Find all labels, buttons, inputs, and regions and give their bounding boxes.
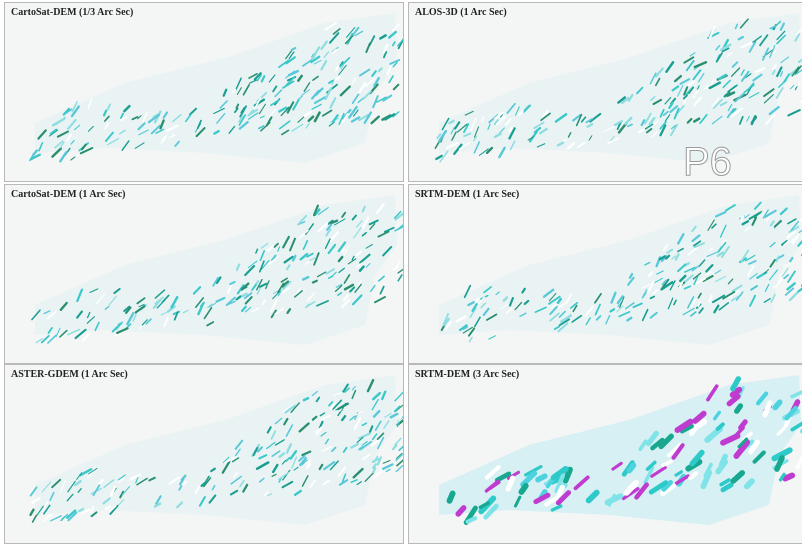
terrain-shape	[35, 375, 397, 525]
terrain-shape	[439, 195, 801, 345]
terrain-shape	[470, 337, 473, 341]
terrain-shape	[741, 216, 743, 220]
terrain-shape	[396, 466, 402, 472]
terrain-image	[409, 3, 802, 181]
panel-title: SRTM-DEM (3 Arc Sec)	[415, 369, 519, 380]
terrain-shape	[35, 13, 397, 163]
terrain-image	[5, 365, 403, 543]
figure-page: CartoSat-DEM (1/3 Arc Sec) ALOS-3D (1 Ar…	[0, 0, 802, 544]
terrain-shape	[778, 279, 781, 284]
dem-panel: SRTM-DEM (3 Arc Sec)	[408, 364, 802, 544]
terrain-shape	[375, 297, 385, 302]
terrain-shape	[393, 267, 397, 269]
terrain-shape	[489, 336, 496, 339]
terrain-shape	[395, 392, 403, 401]
terrain-shape	[60, 152, 66, 161]
terrain-shape	[71, 157, 75, 160]
terrain-shape	[30, 510, 33, 515]
terrain-shape	[379, 276, 384, 281]
terrain-shape	[775, 402, 780, 407]
terrain-shape	[51, 516, 61, 521]
terrain-shape	[394, 85, 399, 90]
panel-title: ASTER-GDEM (1 Arc Sec)	[11, 369, 128, 380]
terrain-shape	[521, 486, 525, 492]
terrain-shape	[747, 481, 752, 486]
panel-title: CartoSat-DEM (1/3 Arc Sec)	[11, 7, 133, 18]
terrain-shape	[42, 336, 49, 343]
terrain-shape	[785, 475, 792, 478]
terrain-shape	[397, 459, 403, 466]
terrain-shape	[435, 142, 439, 148]
watermark: P6	[683, 140, 732, 185]
terrain-shape	[629, 465, 633, 470]
terrain-shape	[439, 13, 801, 163]
terrain-shape	[798, 458, 802, 468]
terrain-shape	[699, 422, 704, 425]
terrain-shape	[372, 117, 379, 124]
terrain-shape	[538, 476, 545, 480]
dem-panel: CartoSat-DEM (1 Arc Sec)	[4, 184, 404, 364]
terrain-image	[5, 3, 403, 181]
dem-panel: ASTER-GDEM (1 Arc Sec)	[4, 364, 404, 544]
dem-panel: SRTM-DEM (1 Arc Sec)	[408, 184, 802, 364]
terrain-shape	[559, 487, 563, 494]
panel-title: SRTM-DEM (1 Arc Sec)	[415, 189, 519, 200]
terrain-shape	[449, 493, 452, 500]
terrain-shape	[383, 464, 392, 468]
terrain-image	[5, 185, 403, 363]
terrain-shape	[799, 287, 802, 291]
terrain-shape	[784, 275, 788, 278]
terrain-shape	[397, 422, 399, 426]
terrain-shape	[499, 148, 504, 157]
terrain-shape	[788, 271, 795, 282]
terrain-shape	[791, 85, 794, 88]
terrain-shape	[313, 281, 317, 283]
terrain-shape	[33, 515, 37, 522]
terrain-shape	[399, 447, 403, 451]
terrain-image	[409, 185, 802, 363]
terrain-shape	[33, 151, 36, 155]
terrain-shape	[788, 110, 799, 115]
terrain-shape	[737, 406, 741, 411]
panel-title: CartoSat-DEM (1 Arc Sec)	[11, 189, 126, 200]
dem-panel: CartoSat-DEM (1/3 Arc Sec)	[4, 2, 404, 182]
terrain-shape	[398, 275, 402, 281]
terrain-shape	[83, 334, 89, 340]
terrain-shape	[383, 460, 390, 463]
terrain-shape	[44, 514, 51, 520]
terrain-shape	[398, 269, 403, 273]
terrain-shape	[436, 156, 441, 159]
terrain-shape	[389, 76, 393, 82]
terrain-image	[409, 365, 802, 543]
terrain-shape	[380, 287, 383, 294]
terrain-shape	[386, 469, 390, 471]
terrain-shape	[395, 438, 401, 445]
dem-panel: ALOS-3D (1 Arc Sec)	[408, 2, 802, 182]
terrain-shape	[375, 471, 382, 478]
panel-title: ALOS-3D (1 Arc Sec)	[415, 7, 507, 18]
terrain-shape	[393, 445, 396, 449]
terrain-shape	[790, 292, 798, 300]
